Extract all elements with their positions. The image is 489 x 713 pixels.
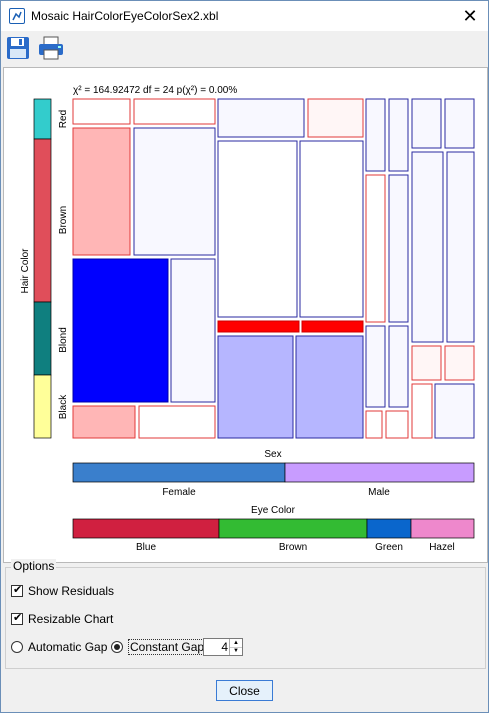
eye-label-brown: Brown: [279, 542, 307, 553]
show-residuals-box[interactable]: ✔: [11, 584, 23, 597]
tile-hazel-female-blond: [411, 345, 442, 381]
app-icon: [9, 8, 25, 24]
tile-brown-female-red: [217, 98, 305, 138]
hair-label-red: Red: [58, 110, 69, 128]
gap-spinner[interactable]: 4 ▲ ▼: [203, 638, 243, 656]
tile-green-female-brown: [365, 174, 386, 323]
hair-bar-brown: [33, 138, 52, 303]
tile-brown-male-black: [295, 335, 364, 439]
eye-bar-blue: [72, 518, 220, 539]
save-button[interactable]: [5, 35, 35, 63]
tile-green-female-black: [365, 410, 383, 439]
sex-bar-female: [72, 462, 286, 483]
tile-green-female-red: [365, 98, 386, 172]
show-residuals-checkbox[interactable]: ✔ Show Residuals: [11, 583, 114, 599]
tile-brown-female-brown: [217, 140, 298, 318]
automatic-gap-radio[interactable]: Automatic Gap: [11, 639, 107, 655]
tile-hazel-female-black: [411, 383, 433, 439]
hair-color-axis: Hair Color Red Brown Blond Black: [20, 98, 69, 439]
show-residuals-label: Show Residuals: [28, 584, 115, 598]
tile-blue-female-brown: [72, 127, 131, 256]
tile-brown-male-red: [307, 98, 364, 138]
automatic-gap-radio-circle[interactable]: [11, 641, 23, 653]
tile-blue-female-red: [72, 98, 131, 125]
tile-hazel-male-brown: [446, 151, 475, 343]
spin-down-icon[interactable]: ▼: [233, 648, 239, 654]
resizable-chart-checkbox[interactable]: ✔ Resizable Chart: [11, 611, 113, 627]
tile-blue-male-red: [133, 98, 216, 125]
constant-gap-radio-circle[interactable]: [111, 641, 123, 653]
toolbar: [1, 31, 488, 67]
spinner-buttons: ▲ ▼: [229, 639, 242, 655]
window-title: Mosaic HairColorEyeColorSex2.xbl: [31, 9, 219, 23]
hair-color-axis-label: Hair Color: [20, 248, 31, 294]
eye-label-hazel: Hazel: [429, 542, 455, 553]
resizable-chart-box[interactable]: ✔: [11, 612, 23, 625]
hair-bar-blond: [33, 301, 52, 376]
tile-brown-male-brown: [299, 140, 364, 318]
close-button[interactable]: Close: [216, 680, 273, 701]
constant-gap-label: Constant Gap: [128, 639, 207, 655]
radio-selected-dot: [114, 644, 120, 650]
tile-blue-female-black: [72, 405, 136, 439]
tile-green-female-blond: [365, 325, 386, 408]
automatic-gap-label: Automatic Gap: [28, 640, 108, 654]
eye-axis-title: Eye Color: [251, 505, 296, 516]
sex-label-male: Male: [368, 487, 390, 498]
hair-bar-red: [33, 98, 52, 140]
tile-blue-male-blond: [170, 258, 216, 403]
tile-green-male-blond: [388, 325, 409, 408]
check-icon: ✔: [13, 584, 23, 596]
hair-bar-black: [33, 374, 52, 439]
eye-label-green: Green: [375, 542, 403, 553]
tile-blue-female-blond: [72, 258, 169, 403]
tile-hazel-male-red: [444, 98, 475, 149]
sex-label-female: Female: [162, 487, 196, 498]
eye-bar-brown: [218, 518, 368, 539]
resizable-chart-label: Resizable Chart: [28, 612, 114, 626]
save-icon: [7, 37, 29, 59]
tile-blue-male-black: [138, 405, 216, 439]
mosaic-chart: χ² = 164.92472 df = 24 p(χ²) = 0.00% Hai…: [20, 85, 475, 553]
tile-blue-male-brown: [133, 127, 216, 256]
chi-square-stats: χ² = 164.92472 df = 24 p(χ²) = 0.00%: [73, 85, 237, 96]
hair-label-black: Black: [58, 394, 69, 419]
tile-brown-female-blond: [217, 320, 300, 333]
tile-hazel-female-brown: [411, 151, 444, 343]
options-legend: Options: [11, 559, 57, 573]
check-icon: ✔: [13, 612, 23, 624]
window-close-button[interactable]: ✕: [462, 6, 478, 26]
hair-label-brown: Brown: [58, 206, 69, 234]
tile-brown-male-blond: [301, 320, 364, 333]
tile-hazel-male-blond: [444, 345, 475, 381]
tile-brown-female-black: [217, 335, 294, 439]
spin-up-icon[interactable]: ▲: [230, 639, 242, 648]
eye-bar-hazel: [410, 518, 475, 539]
sex-axis-title: Sex: [264, 449, 281, 460]
mosaic-tiles: [72, 98, 475, 439]
title-bar: Mosaic HairColorEyeColorSex2.xbl ✕: [1, 1, 488, 31]
sex-bar-male: [284, 462, 475, 483]
tile-hazel-male-black: [434, 383, 475, 439]
eye-label-blue: Blue: [136, 542, 156, 553]
mosaic-chart-panel: χ² = 164.92472 df = 24 p(χ²) = 0.00% Hai…: [3, 67, 488, 563]
tile-green-male-brown: [388, 174, 409, 323]
hair-label-blond: Blond: [58, 327, 69, 353]
tile-green-male-red: [388, 98, 409, 172]
constant-gap-radio[interactable]: Constant Gap: [111, 639, 207, 655]
gap-value[interactable]: 4: [221, 640, 228, 654]
tile-green-male-black: [385, 410, 409, 439]
eye-bar-green: [366, 518, 412, 539]
options-group: [5, 567, 486, 669]
eye-color-axis: Eye Color Blue Brown Green Hazel: [72, 505, 475, 553]
sex-axis: Sex Female Male: [72, 449, 475, 498]
print-icon: [39, 36, 63, 60]
print-button[interactable]: [37, 35, 67, 63]
tile-hazel-female-red: [411, 98, 442, 149]
